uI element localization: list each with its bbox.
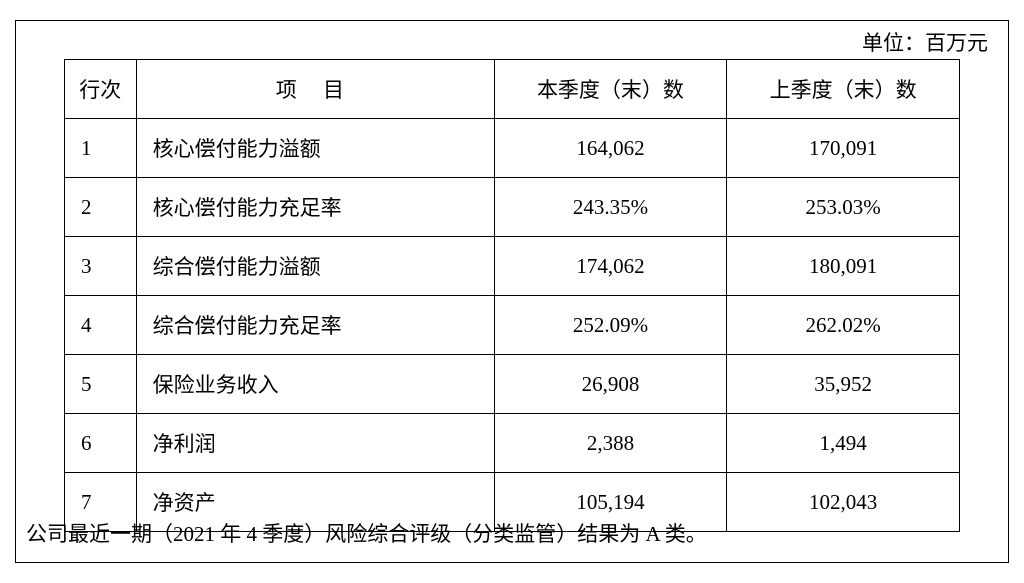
table-row: 4 综合偿付能力充足率 252.09% 262.02% (65, 296, 960, 355)
cell-rownum: 6 (65, 414, 137, 473)
cell-previous: 35,952 (727, 355, 960, 414)
footer-note: 公司最近一期（2021 年 4 季度）风险综合评级（分类监管）结果为 A 类。 (26, 518, 707, 548)
cell-item: 净利润 (136, 414, 494, 473)
header-previous: 上季度（末）数 (727, 60, 960, 119)
cell-current: 252.09% (494, 296, 727, 355)
cell-item: 综合偿付能力溢额 (136, 237, 494, 296)
header-item: 项 目 (136, 60, 494, 119)
cell-previous: 253.03% (727, 178, 960, 237)
cell-item: 核心偿付能力溢额 (136, 119, 494, 178)
cell-previous: 262.02% (727, 296, 960, 355)
table-row: 6 净利润 2,388 1,494 (65, 414, 960, 473)
cell-previous: 180,091 (727, 237, 960, 296)
table-row: 5 保险业务收入 26,908 35,952 (65, 355, 960, 414)
cell-current: 174,062 (494, 237, 727, 296)
cell-current: 164,062 (494, 119, 727, 178)
cell-current: 26,908 (494, 355, 727, 414)
document-frame: 单位：百万元 行次 项 目 本季度（末）数 上季度（末）数 1 (15, 20, 1009, 563)
cell-rownum: 4 (65, 296, 137, 355)
table-header-row: 行次 项 目 本季度（末）数 上季度（末）数 (65, 60, 960, 119)
header-rownum: 行次 (65, 60, 137, 119)
table-row: 2 核心偿付能力充足率 243.35% 253.03% (65, 178, 960, 237)
cell-rownum: 3 (65, 237, 137, 296)
cell-current: 2,388 (494, 414, 727, 473)
cell-current: 243.35% (494, 178, 727, 237)
unit-label: 单位：百万元 (862, 27, 988, 57)
cell-rownum: 5 (65, 355, 137, 414)
table-row: 1 核心偿付能力溢额 164,062 170,091 (65, 119, 960, 178)
cell-item: 核心偿付能力充足率 (136, 178, 494, 237)
table-row: 3 综合偿付能力溢额 174,062 180,091 (65, 237, 960, 296)
cell-item: 综合偿付能力充足率 (136, 296, 494, 355)
table-body: 1 核心偿付能力溢额 164,062 170,091 2 核心偿付能力充足率 2… (65, 119, 960, 532)
cell-previous: 1,494 (727, 414, 960, 473)
header-current: 本季度（末）数 (494, 60, 727, 119)
cell-item: 保险业务收入 (136, 355, 494, 414)
cell-previous: 170,091 (727, 119, 960, 178)
cell-rownum: 2 (65, 178, 137, 237)
financial-table: 行次 项 目 本季度（末）数 上季度（末）数 1 核心偿付能力溢额 164,06… (64, 59, 960, 532)
cell-rownum: 1 (65, 119, 137, 178)
cell-previous: 102,043 (727, 473, 960, 532)
table-wrapper: 行次 项 目 本季度（末）数 上季度（末）数 1 核心偿付能力溢额 164,06… (16, 21, 1008, 532)
